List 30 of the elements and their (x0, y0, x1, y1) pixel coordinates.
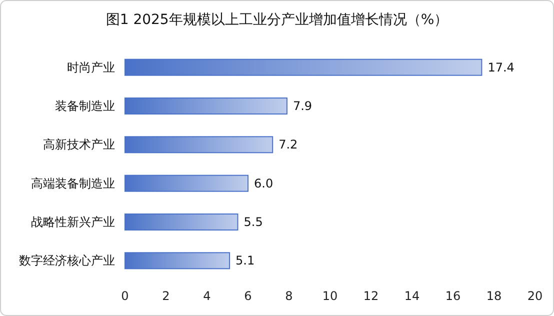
bar (124, 98, 288, 114)
x-tick-label: 20 (527, 289, 543, 303)
x-tick-label: 14 (404, 289, 420, 303)
chart-title: 图1 2025年规模以上工业分产业增加值增长情况（%） (106, 12, 448, 28)
bar (124, 136, 274, 154)
data-label: 17.4 (488, 60, 514, 74)
y-tick-label: 高新技术产业 (43, 138, 115, 152)
bar (124, 58, 482, 76)
x-tick-label: 16 (445, 289, 461, 303)
data-label: 7.2 (278, 138, 298, 152)
x-tick-label: 0 (121, 289, 129, 303)
x-tick-label: 6 (244, 289, 252, 303)
x-tick-label: 4 (203, 289, 211, 303)
y-tick-label: 高端装备制造业 (31, 176, 115, 190)
x-tick-label: 12 (363, 289, 379, 303)
y-tick-label: 战略性新兴产业 (31, 215, 115, 229)
data-label: 5.1 (236, 254, 255, 268)
x-tick-label: 18 (486, 289, 502, 303)
y-tick-label: 时尚产业 (67, 60, 115, 74)
data-label: 7.9 (292, 99, 312, 113)
bar (124, 252, 230, 270)
x-tick-label: 10 (322, 289, 338, 303)
x-tick-label: 8 (285, 289, 293, 303)
y-tick-label: 数字经济核心产业 (19, 254, 115, 268)
data-label: 6.0 (254, 176, 274, 190)
bar (124, 174, 248, 192)
data-label: 5.5 (244, 215, 263, 229)
bar (124, 214, 238, 230)
x-tick-label: 2 (162, 289, 170, 303)
y-tick-label: 装备制造业 (55, 99, 115, 113)
